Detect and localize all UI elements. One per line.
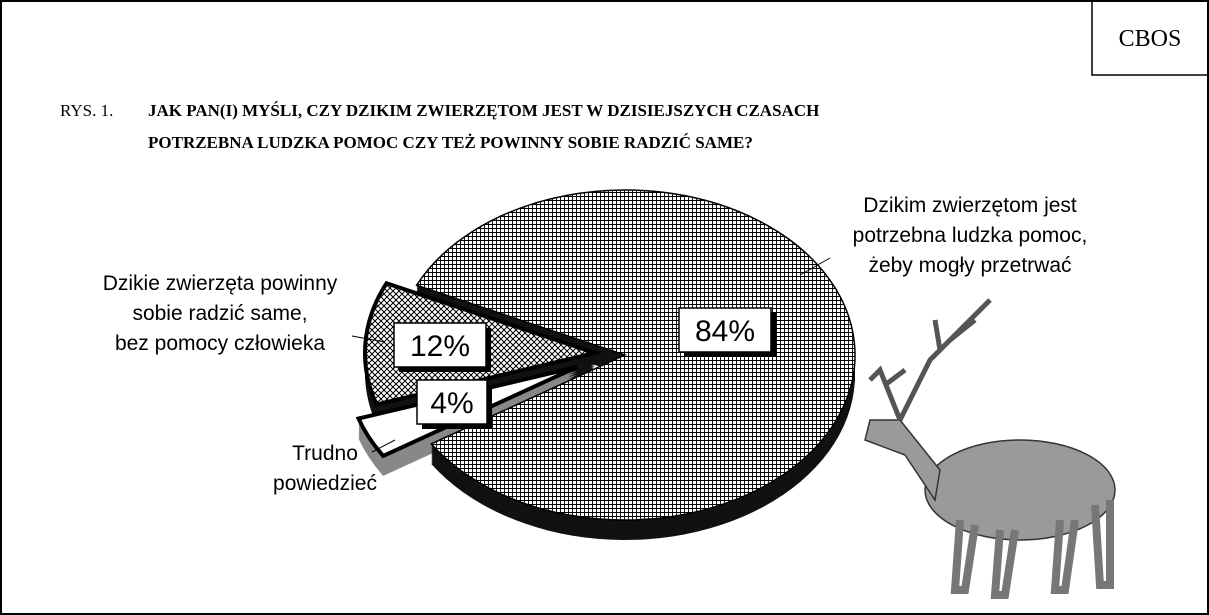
chart-title: JAK PAN(I) MYŚLI, CZY DZIKIM ZWIERZĘTOM …: [148, 101, 819, 120]
category-label: Dzikie zwierzęta powinny: [103, 272, 338, 295]
chart: CBOS RYS. 1. JAK PAN(I) MYŚLI, CZY DZIKI…: [0, 0, 1209, 615]
category-label: żeby mogły przetrwać: [868, 254, 1071, 277]
chart-title: POTRZEBNA LUDZKA POMOC CZY TEŻ POWINNY S…: [148, 133, 753, 152]
category-label: Trudno: [292, 442, 358, 465]
value-label: 84%: [695, 315, 755, 348]
category-label: bez pomocy człowieka: [115, 332, 325, 355]
category-label: Dzikim zwierzętom jest: [863, 194, 1077, 217]
category-label: potrzebna ludzka pomoc,: [853, 224, 1088, 247]
category-label: sobie radzić same,: [132, 302, 307, 325]
figure-label: RYS. 1.: [60, 101, 113, 120]
source: CBOS: [1119, 26, 1182, 52]
category-label: powiedzieć: [273, 472, 377, 495]
value-label: 4%: [430, 387, 473, 420]
value-label: 12%: [410, 330, 470, 363]
